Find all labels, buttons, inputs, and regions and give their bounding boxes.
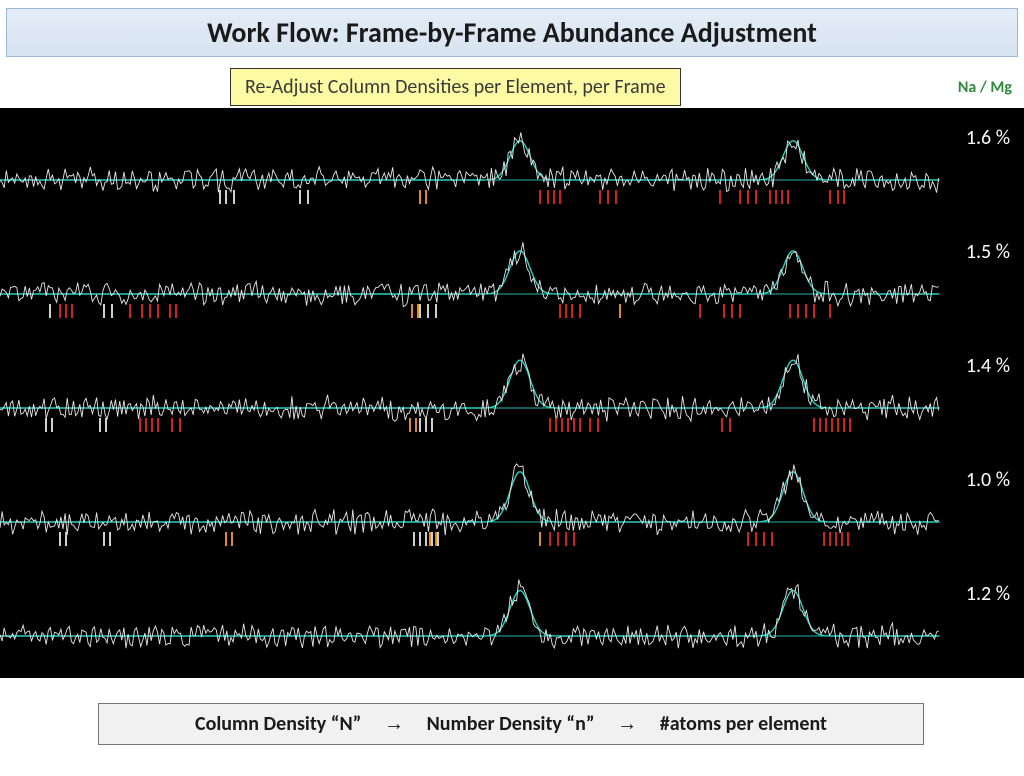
row-percent: 1.6 %: [966, 126, 1010, 150]
title-text: Work Flow: Frame-by-Frame Abundance Adju…: [207, 15, 817, 50]
num-density-n: Number Density “n”: [427, 712, 595, 736]
ratio-text: Na / Mg: [958, 78, 1012, 97]
row-percent: 1.5 %: [966, 240, 1010, 264]
subtitle-text: Re-Adjust Column Densities per Element, …: [245, 75, 666, 99]
atoms-per-element: #atoms per element: [660, 712, 827, 736]
row-percent: 1.4 %: [966, 354, 1010, 378]
spectrum-svg: [0, 564, 940, 678]
spectrum-svg: [0, 336, 940, 450]
title-bar: Work Flow: Frame-by-Frame Abundance Adju…: [6, 8, 1018, 57]
ratio-label: Na / Mg: [958, 78, 1012, 97]
arrow-icon: →: [617, 713, 637, 735]
spectrum-svg: [0, 450, 940, 564]
spectrum-row: 1.5 %: [0, 222, 1024, 336]
bottom-formula: Column Density “N” → Number Density “n” …: [98, 703, 924, 745]
spectrum-row: 1.0 %: [0, 450, 1024, 564]
spectrum-row: 1.2 %: [0, 564, 1024, 678]
spectrum-svg: [0, 222, 940, 336]
subtitle-box: Re-Adjust Column Densities per Element, …: [230, 68, 681, 106]
spectrum-row: 1.4 %: [0, 336, 1024, 450]
row-percent: 1.2 %: [966, 582, 1010, 606]
spectrum-row: 1.6 %: [0, 108, 1024, 222]
row-percent: 1.0 %: [966, 468, 1010, 492]
col-density-N: Column Density “N”: [195, 712, 361, 736]
arrow-icon: →: [384, 713, 404, 735]
spectrum-svg: [0, 108, 940, 222]
spectra-panel: 1.6 % 1.5 % 1.4 % 1.0 % 1.2: [0, 108, 1024, 678]
